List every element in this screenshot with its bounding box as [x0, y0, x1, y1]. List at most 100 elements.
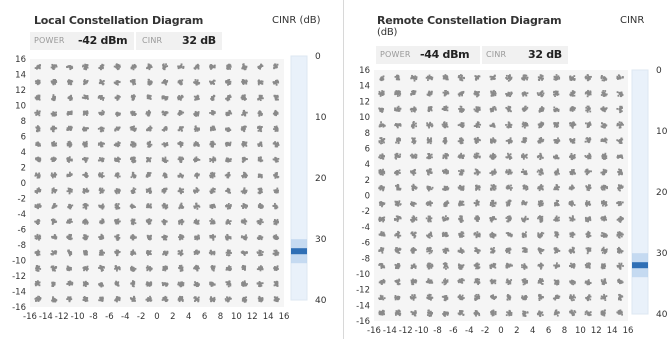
x-tick-label: 8	[562, 326, 567, 336]
x-tick-label: -4	[465, 326, 473, 336]
y-tick-label: 8	[365, 129, 370, 139]
cinr-tick-label: 10	[656, 127, 668, 137]
cinr-tick-label: 40	[656, 310, 668, 320]
y-tick-label: 14	[15, 71, 26, 81]
y-tick-label: -6	[18, 226, 26, 236]
x-tick-label: 4	[186, 312, 191, 322]
x-tick-label: -12	[399, 326, 413, 336]
remote-cinr-meter: 0 10 20 30 40	[630, 62, 669, 322]
x-tick-label: -2	[481, 326, 489, 336]
y-tick-label: -12	[356, 286, 370, 296]
y-tick-label: 16	[359, 66, 370, 76]
cinr-tick-label: 40	[315, 296, 327, 306]
y-tick-label: -8	[18, 241, 26, 251]
y-tick-label: 10	[359, 113, 370, 123]
y-tick-label: -12	[12, 272, 26, 282]
y-tick-label: -4	[18, 210, 26, 220]
remote-panel-title: Remote Constellation Diagram	[377, 15, 561, 27]
remote-cinr-level-marker	[632, 262, 648, 268]
y-tick-label: 10	[15, 102, 26, 112]
x-tick-label: 16	[623, 326, 634, 336]
x-tick-label: 6	[546, 326, 551, 336]
y-tick-label: -10	[356, 270, 370, 280]
y-tick-label: -8	[362, 254, 370, 264]
y-tick-label: 14	[359, 82, 370, 92]
remote-cinr-value: 32 dB	[528, 48, 562, 61]
remote-power-label: POWER	[380, 50, 411, 59]
cinr-meter-track	[291, 56, 307, 300]
constellation-point	[378, 137, 385, 144]
x-tick-label: -14	[39, 312, 53, 322]
y-tick-label: 6	[21, 133, 26, 143]
x-tick-label: 6	[202, 312, 207, 322]
local-cinr-value: 32 dB	[182, 34, 216, 47]
y-tick-label: 0	[21, 179, 26, 189]
x-tick-label: -6	[105, 312, 113, 322]
x-tick-label: 14	[263, 312, 274, 322]
constellation-point	[67, 111, 73, 116]
x-tick-label: -2	[137, 312, 145, 322]
remote-panel-title-unit: (dB)	[377, 27, 397, 39]
x-tick-label: 8	[218, 312, 223, 322]
cinr-meter-track	[632, 70, 648, 314]
constellation-point	[554, 279, 560, 285]
x-tick-label: 10	[575, 326, 586, 336]
y-tick-label: 12	[15, 86, 26, 96]
remote-constellation-panel: Remote Constellation Diagram (dB) CINR P…	[344, 0, 669, 339]
constellation-point	[241, 79, 248, 85]
x-tick-label: 12	[247, 312, 258, 322]
local-cinr-label: CINR	[142, 36, 162, 45]
remote-cinr-label: CINR	[486, 50, 506, 59]
y-tick-label: 4	[21, 148, 26, 158]
x-tick-label: -4	[121, 312, 129, 322]
y-tick-label: 6	[365, 144, 370, 154]
y-tick-label: 4	[365, 160, 370, 170]
local-power-label: POWER	[34, 36, 65, 45]
x-tick-label: 16	[279, 312, 290, 322]
local-constellation-chart: 1614121086420-2-4-6-8-10-12-14-16-16 -14-…	[0, 50, 300, 339]
y-tick-label: -2	[362, 207, 370, 217]
local-cinr-level-marker	[291, 248, 307, 254]
x-tick-label: 0	[498, 326, 503, 336]
constellation-point	[378, 310, 385, 316]
cinr-tick-label: 30	[315, 235, 327, 245]
x-tick-label: -8	[89, 312, 97, 322]
x-tick-label: 14	[607, 326, 618, 336]
cinr-tick-label: 0	[656, 66, 662, 76]
x-tick-label: 4	[530, 326, 535, 336]
y-tick-label: -6	[362, 239, 370, 249]
cinr-tick-label: 10	[315, 113, 327, 123]
x-tick-label: -12	[55, 312, 69, 322]
y-tick-label: 2	[365, 176, 370, 186]
local-power-value: -42 dBm	[78, 34, 127, 47]
x-tick-label: 12	[591, 326, 602, 336]
local-cinr-header: CINR (dB)	[272, 15, 321, 27]
constellation-point	[490, 90, 496, 97]
y-tick-label: -2	[18, 195, 26, 205]
cinr-tick-label: 20	[315, 174, 327, 184]
x-tick-label: -10	[415, 326, 429, 336]
x-tick-label: 2	[170, 312, 175, 322]
constellation-point	[146, 203, 152, 208]
remote-power-value: -44 dBm	[420, 48, 469, 61]
x-tick-label: 0	[154, 312, 159, 322]
cinr-tick-label: 30	[656, 249, 668, 259]
remote-cinr-header: CINR	[620, 15, 644, 27]
x-tick-label: -14	[383, 326, 397, 336]
y-tick-label: -4	[362, 223, 370, 233]
x-tick-label: -10	[71, 312, 85, 322]
y-tick-label: -14	[356, 301, 370, 311]
cinr-tick-label: 20	[656, 188, 668, 198]
cinr-tick-label: 0	[315, 52, 321, 62]
local-panel-title: Local Constellation Diagram	[34, 15, 203, 27]
x-tick-label: -8	[433, 326, 441, 336]
local-constellation-panel: Local Constellation Diagram CINR (dB) PO…	[0, 0, 344, 339]
y-tick-label: 2	[21, 164, 26, 174]
y-tick-label: -10	[12, 257, 26, 267]
remote-constellation-chart: 1614121086420-2-4-6-8-10-12-14-16-16 -14-…	[344, 62, 636, 339]
local-cinr-meter: 0 10 20 30 40	[285, 50, 344, 310]
constellation-point	[553, 122, 559, 128]
y-tick-label: 16	[15, 55, 26, 65]
x-tick-label: 10	[231, 312, 242, 322]
y-tick-label: 8	[21, 117, 26, 127]
